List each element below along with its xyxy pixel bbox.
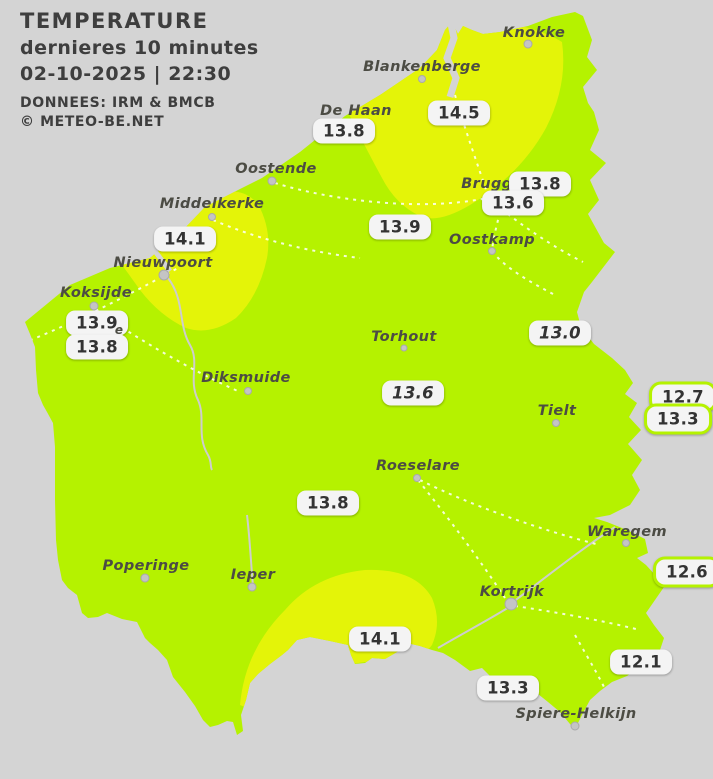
temp-badge: 14.1 bbox=[349, 626, 411, 652]
city-dot-ieper bbox=[247, 582, 257, 592]
partial-city-label: e bbox=[114, 323, 124, 337]
city-label-tielt: Tielt bbox=[537, 403, 577, 419]
city-dot-tielt bbox=[552, 419, 560, 427]
city-label-oostende: Oostende bbox=[235, 161, 317, 177]
temp-badge: 12.1 bbox=[610, 649, 672, 675]
city-label-blankenberge: Blankenberge bbox=[363, 59, 481, 75]
city-dot-middelkerke bbox=[208, 213, 216, 221]
city-dot-poperinge bbox=[140, 573, 150, 583]
temp-badge: 13.8 bbox=[66, 334, 128, 360]
city-dot-koksijde bbox=[89, 301, 99, 311]
map-title: TEMPERATURE bbox=[20, 9, 209, 33]
city-label-torhout: Torhout bbox=[371, 329, 437, 345]
map-header: TEMPERATURE dernieres 10 minutes 02-10-2… bbox=[20, 8, 259, 132]
city-dot-roeselare bbox=[413, 474, 421, 482]
temp-badge: 13.0 bbox=[529, 320, 591, 346]
temp-badge: 13.3 bbox=[644, 403, 712, 435]
map-data-source: DONNEES: IRM & BMCB bbox=[20, 95, 216, 111]
temp-badge: 14.5 bbox=[428, 100, 490, 126]
temp-badge: 12.6 bbox=[653, 556, 713, 588]
city-label-knokke: Knokke bbox=[502, 25, 566, 41]
city-label-diksmuide: Diksmuide bbox=[201, 370, 291, 386]
city-dot-oostende bbox=[267, 176, 277, 186]
city-label-ieper: Ieper bbox=[230, 567, 276, 583]
temp-badge: 13.6 bbox=[482, 190, 544, 216]
map-copyright: © METEO-BE.NET bbox=[20, 114, 165, 130]
city-label-brugge: Brugge bbox=[461, 176, 523, 192]
temp-badge: 13.8 bbox=[509, 171, 571, 197]
temp-badge: 13.8 bbox=[297, 490, 359, 516]
city-label-middelkerke: Middelkerke bbox=[159, 196, 265, 212]
temp-badge: 13.9 bbox=[66, 310, 128, 336]
temp-badge: 13.3 bbox=[477, 675, 539, 701]
temp-badge: 14.1 bbox=[154, 226, 216, 252]
map-datetime: 02-10-2025 | 22:30 bbox=[20, 63, 232, 85]
city-dot-blankenberge bbox=[418, 75, 426, 83]
city-label-koksijde: Koksijde bbox=[59, 285, 133, 301]
city-dot-nieuwpoort bbox=[158, 269, 170, 281]
temp-badge: 13.8 bbox=[313, 118, 375, 144]
city-label-oostkamp: Oostkamp bbox=[449, 232, 535, 248]
city-label-poperinge: Poperinge bbox=[102, 558, 190, 574]
temp-badge: 13.9 bbox=[369, 214, 431, 240]
city-dot-waregem bbox=[622, 539, 630, 547]
city-dot-knokke bbox=[523, 39, 533, 49]
city-dot-kortrijk bbox=[504, 597, 518, 611]
city-dot-diksmuide bbox=[244, 387, 252, 395]
city-dot-torhout bbox=[400, 344, 408, 352]
map-subtitle: dernieres 10 minutes bbox=[20, 37, 259, 59]
zeebrugge-harbor-structures bbox=[146, 13, 460, 273]
city-label-waregem: Waregem bbox=[587, 524, 667, 540]
city-dot-spiere-helkijn bbox=[570, 721, 580, 731]
city-label-nieuwpoort: Nieuwpoort bbox=[113, 255, 213, 271]
city-label-spiere-helkijn: Spiere-Helkijn bbox=[515, 706, 637, 722]
temp-badge: 13.6 bbox=[382, 380, 444, 406]
city-label-roeselare: Roeselare bbox=[375, 458, 461, 474]
city-dot-oostkamp bbox=[488, 247, 496, 255]
city-label-de-haan: De Haan bbox=[320, 103, 392, 119]
city-label-kortrijk: Kortrijk bbox=[479, 584, 545, 600]
river-lines bbox=[167, 277, 616, 649]
